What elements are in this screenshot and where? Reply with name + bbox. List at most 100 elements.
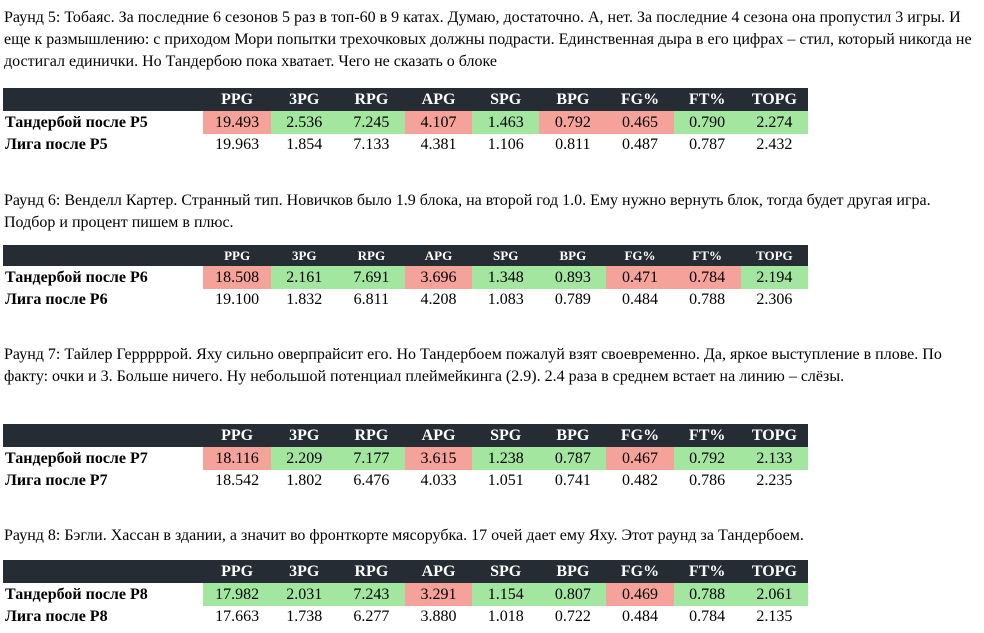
header-rpg: RPG (337, 245, 405, 266)
header-bpg: BPG (539, 245, 607, 266)
header-topg: TOPG (740, 245, 808, 266)
team-cell: 2.194 (740, 266, 808, 289)
round-6-stats-table: PPG 3PG RPG APG SPG BPG FG% FT% TOPG Тан… (3, 245, 808, 311)
team-cell: 0.792 (539, 111, 607, 134)
header-corner-cell (3, 88, 204, 111)
team-cell: 3.696 (404, 266, 473, 289)
league-row-label: Лига после Р8 (5, 608, 108, 625)
team-cell: 0.893 (539, 266, 607, 289)
round-5-stats-table: PPG 3PG RPG APG SPG BPG FG% FT% TOPG Тан… (3, 88, 808, 156)
header-corner-cell (3, 424, 204, 447)
team-cell: 0.465 (606, 111, 674, 134)
team-cell: 0.784 (673, 266, 741, 289)
team-cell: 1.463 (472, 111, 540, 134)
team-row-label: Тандербой после Р5 (5, 113, 148, 131)
league-cell: 19.963 (215, 136, 260, 153)
round-8-paragraph: Раунд 8: Бэгли. Хассан в здании, а значи… (4, 527, 804, 544)
team-cell: 2.031 (270, 583, 338, 606)
team-row: Тандербой после Р6 18.508 2.161 7.691 3.… (3, 266, 808, 289)
league-cell: 6.277 (353, 608, 390, 625)
header-apg: APG (404, 560, 473, 583)
league-cell: 4.033 (420, 472, 457, 489)
league-row-label: Лига после Р6 (5, 291, 108, 308)
header-rpg: RPG (337, 88, 405, 111)
league-cell: 18.542 (215, 472, 260, 489)
header-bpg: BPG (539, 424, 607, 447)
league-cell: 1.051 (487, 472, 524, 489)
round-7-stats-table: PPG 3PG RPG APG SPG BPG FG% FT% TOPG Тан… (3, 424, 808, 492)
league-cell: 1.854 (286, 136, 323, 153)
team-row: Тандербой после Р7 18.116 2.209 7.177 3.… (3, 447, 808, 470)
header-apg: APG (404, 88, 473, 111)
header-fg-pct: FG% (606, 245, 674, 266)
round-7-paragraph: Раунд 7: Тайлер Герррррой. Яху сильно ов… (4, 346, 942, 385)
league-row: Лига после Р7 18.542 1.802 6.476 4.033 1… (3, 470, 808, 492)
league-row: Лига после Р5 19.963 1.854 7.133 4.381 1… (3, 134, 808, 156)
team-cell: 4.107 (404, 111, 473, 134)
league-cell: 1.083 (487, 291, 524, 308)
header-bpg: BPG (539, 560, 607, 583)
team-cell: 0.469 (606, 583, 674, 606)
league-row: Лига после Р8 17.663 1.738 6.277 3.880 1… (3, 606, 808, 628)
header-spg: SPG (472, 560, 540, 583)
header-topg: TOPG (740, 560, 808, 583)
league-cell: 19.100 (215, 291, 260, 308)
league-cell: 0.784 (689, 608, 726, 625)
team-cell: 19.493 (203, 111, 271, 134)
team-cell: 7.245 (337, 111, 405, 134)
header-ppg: PPG (203, 245, 271, 266)
header-3pg: 3PG (270, 424, 338, 447)
header-ppg: PPG (203, 424, 271, 447)
league-cell: 4.381 (420, 136, 457, 153)
header-bpg: BPG (539, 88, 607, 111)
team-cell: 2.161 (270, 266, 338, 289)
team-cell: 2.061 (740, 583, 808, 606)
header-rpg: RPG (337, 424, 405, 447)
header-fg-pct: FG% (606, 88, 674, 111)
league-cell: 0.786 (689, 472, 726, 489)
league-cell: 2.235 (756, 472, 793, 489)
header-fg-pct: FG% (606, 560, 674, 583)
team-row-label: Тандербой после Р7 (5, 449, 148, 467)
team-cell: 7.691 (337, 266, 405, 289)
league-cell: 2.135 (756, 608, 793, 625)
team-cell: 2.536 (270, 111, 338, 134)
league-cell: 1.802 (286, 472, 323, 489)
team-cell: 3.291 (404, 583, 473, 606)
league-cell: 6.811 (353, 291, 390, 308)
team-cell: 1.348 (472, 266, 540, 289)
league-cell: 1.106 (487, 136, 524, 153)
league-cell: 0.484 (622, 608, 658, 625)
league-cell: 0.722 (554, 608, 591, 625)
table-header-row: PPG 3PG RPG APG SPG BPG FG% FT% TOPG (3, 560, 808, 583)
league-cell: 4.208 (420, 291, 457, 308)
header-ft-pct: FT% (673, 88, 741, 111)
team-cell: 2.209 (270, 447, 338, 470)
team-cell: 0.467 (606, 447, 674, 470)
header-topg: TOPG (740, 88, 808, 111)
league-cell: 0.789 (554, 291, 591, 308)
league-row: Лига после Р6 19.100 1.832 6.811 4.208 1… (3, 289, 808, 311)
round-8-stats-table: PPG 3PG RPG APG SPG BPG FG% FT% TOPG Тан… (3, 560, 808, 628)
league-row-label: Лига после Р5 (5, 136, 108, 153)
league-cell: 3.880 (420, 608, 457, 625)
team-cell: 7.243 (337, 583, 405, 606)
league-cell: 0.482 (622, 472, 658, 489)
team-row-label: Тандербой после Р6 (5, 268, 148, 286)
league-cell: 0.788 (689, 291, 726, 308)
team-row: Тандербой после Р8 17.982 2.031 7.243 3.… (3, 583, 808, 606)
header-apg: APG (404, 245, 473, 266)
league-cell: 1.738 (286, 608, 323, 625)
header-ft-pct: FT% (673, 560, 741, 583)
header-3pg: 3PG (270, 560, 338, 583)
table-header-row: PPG 3PG RPG APG SPG BPG FG% FT% TOPG (3, 424, 808, 447)
team-cell: 2.133 (740, 447, 808, 470)
team-cell: 1.238 (472, 447, 540, 470)
league-cell: 0.787 (689, 136, 726, 153)
header-apg: APG (404, 424, 473, 447)
table-header-row: PPG 3PG RPG APG SPG BPG FG% FT% TOPG (3, 245, 808, 266)
header-rpg: RPG (337, 560, 405, 583)
round-5-paragraph: Раунд 5: Тобаяс. За последние 6 сезонов … (4, 9, 972, 70)
header-ppg: PPG (203, 88, 271, 111)
team-cell: 17.982 (203, 583, 271, 606)
